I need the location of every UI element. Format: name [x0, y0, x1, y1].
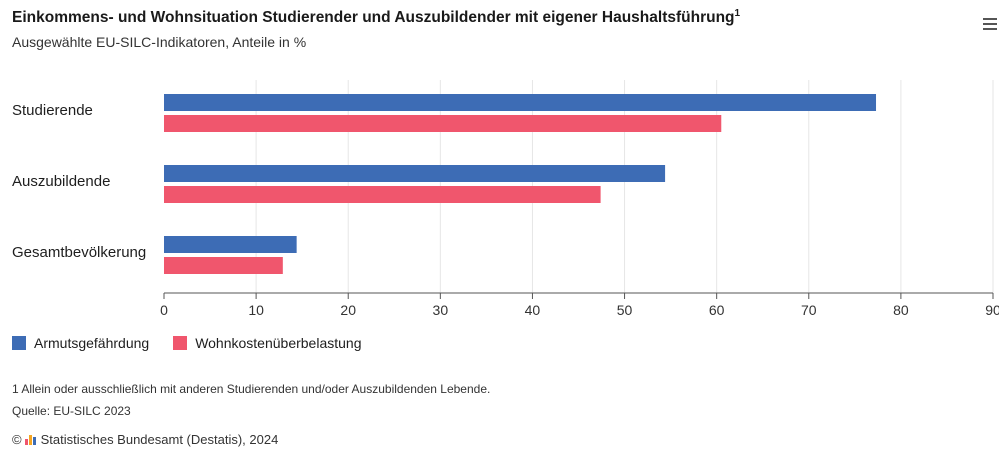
legend-label: Armutsgefährdung [34, 335, 150, 351]
category-label: Gesamtbevölkerung [12, 244, 146, 261]
credits[interactable]: © Statistisches Bundesamt (Destatis), 20… [12, 432, 278, 447]
copyright-symbol: © [12, 432, 22, 447]
legend-swatch [12, 336, 26, 350]
x-tick-label: 50 [617, 302, 633, 318]
bar [164, 186, 601, 203]
legend-item[interactable]: Armutsgefährdung [12, 335, 149, 351]
footnote: 1 Allein oder ausschließlich mit anderen… [12, 382, 491, 396]
bar [164, 94, 877, 111]
chart-subtitle: Ausgewählte EU-SILC-Indikatoren, Anteile… [12, 34, 307, 50]
legend-item[interactable]: Wohnkostenüberbelastung [173, 335, 362, 351]
x-tick-label: 60 [709, 302, 725, 318]
source-note: Quelle: EU-SILC 2023 [12, 404, 131, 418]
bar [164, 236, 297, 253]
x-tick-label: 30 [433, 302, 449, 318]
destatis-logo-icon [24, 434, 36, 445]
bar-chart: 0 10 20 30 40 50 60 70 80 90 Studierende Auszubilde… [12, 80, 999, 318]
legend-label: Wohnkostenüberbelastung [195, 335, 362, 351]
title-footnote-mark: 1 [734, 8, 741, 19]
x-tick-label: 80 [893, 302, 909, 318]
x-tick-label: 20 [340, 302, 356, 318]
chart-legend: Armutsgefährdung Wohnkostenüberbelastung [12, 335, 362, 351]
x-tick-label: 0 [160, 302, 168, 318]
bar [164, 115, 722, 132]
category-label: Auszubildende [12, 173, 110, 190]
legend-swatch [173, 336, 188, 350]
category-label: Studierende [12, 102, 93, 119]
x-tick-label: 40 [525, 302, 541, 318]
x-tick-label: 90 [985, 302, 999, 318]
hamburger-menu-icon[interactable] [983, 18, 997, 32]
x-tick-label: 10 [248, 302, 264, 318]
bar [164, 165, 666, 182]
bar [164, 257, 283, 274]
chart-title: Einkommens- und Wohnsituation Studierend… [12, 8, 740, 27]
x-tick-label: 70 [801, 302, 817, 318]
credits-text: Statistisches Bundesamt (Destatis), 2024 [40, 432, 279, 447]
chart-title-text: Einkommens- und Wohnsituation Studierend… [12, 9, 735, 27]
